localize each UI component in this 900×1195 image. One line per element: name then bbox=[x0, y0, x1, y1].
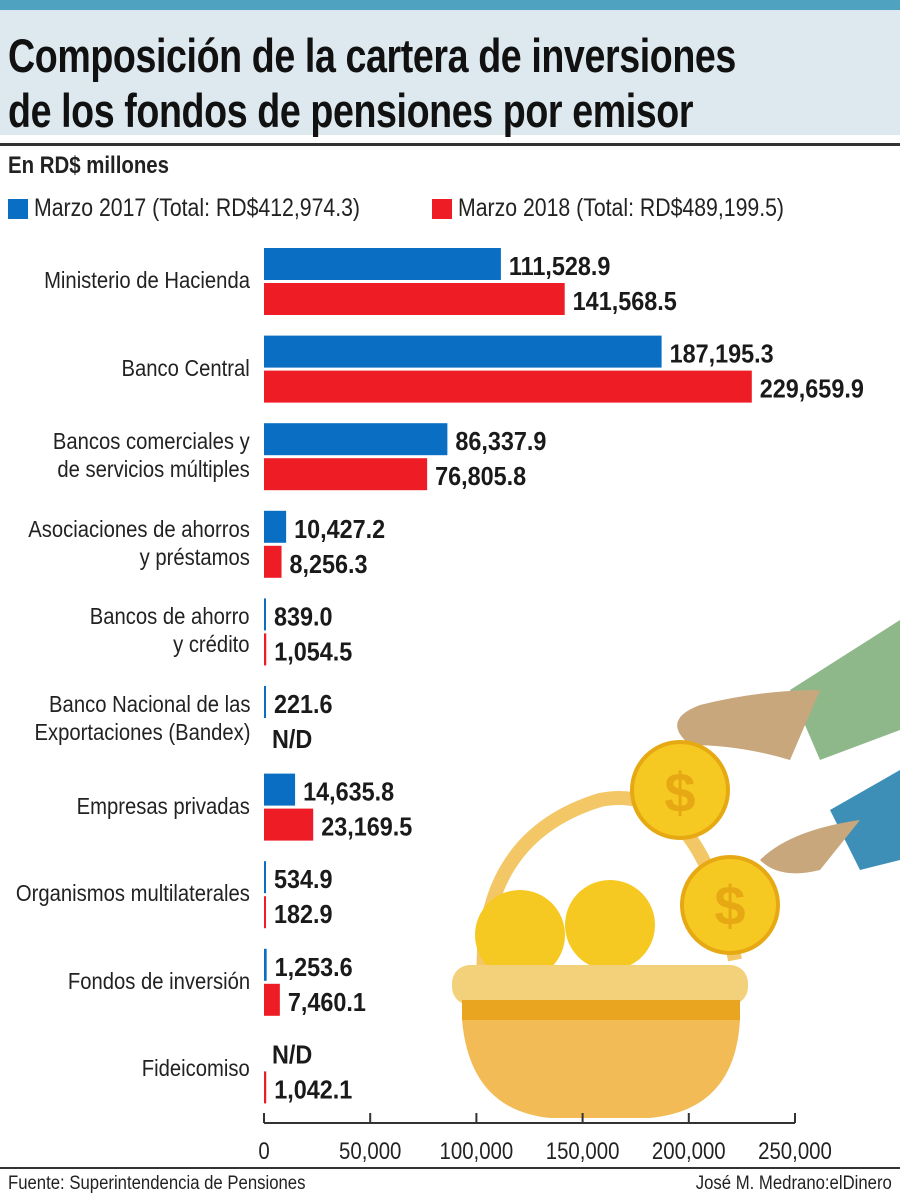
category-label: Empresas privadas bbox=[77, 792, 250, 820]
footer-rule bbox=[0, 1167, 900, 1169]
bar-2018 bbox=[264, 545, 282, 578]
category-label-line: Organismos multilaterales bbox=[16, 880, 250, 907]
bar-2017 bbox=[264, 598, 266, 631]
bar-2018 bbox=[264, 808, 314, 841]
category-label-line: Asociaciones de ahorros bbox=[28, 515, 250, 542]
data-label: N/D bbox=[272, 726, 312, 754]
category-label: Banco Central bbox=[122, 354, 250, 382]
bar-2017 bbox=[264, 686, 266, 718]
title-line-1: Composición de la cartera de inversiones bbox=[8, 29, 736, 82]
data-label: 1,253.6 bbox=[275, 954, 353, 982]
bar-2018 bbox=[264, 633, 267, 666]
legend-swatch-blue bbox=[8, 198, 28, 219]
bar-2018 bbox=[264, 458, 428, 491]
legend-item-2018: Marzo 2018 (Total: RD$489,199.5) bbox=[432, 194, 842, 223]
bar-2017 bbox=[264, 861, 266, 894]
category-label-line: Bancos comerciales y bbox=[53, 428, 250, 455]
top-strip bbox=[0, 0, 900, 10]
data-label: N/D bbox=[272, 1041, 312, 1069]
bar-2017 bbox=[264, 248, 501, 280]
bar-2018 bbox=[264, 983, 280, 1016]
svg-text:$: $ bbox=[664, 761, 695, 824]
bar-2018 bbox=[264, 896, 266, 929]
title-box: Composición de la cartera de inversiones… bbox=[0, 10, 900, 138]
category-label: Ministerio de Hacienda bbox=[44, 266, 250, 294]
bar-2017 bbox=[264, 335, 662, 368]
data-label: 7,460.1 bbox=[288, 989, 366, 1017]
bar-2018 bbox=[264, 283, 565, 315]
title-line-2: de los fondos de pensiones por emisor bbox=[8, 84, 694, 137]
x-tick-label: 250,000 bbox=[758, 1137, 832, 1164]
units-label: En RD$ millones bbox=[8, 152, 169, 179]
category-label: Banco Nacional de las Exportaciones (Band… bbox=[34, 690, 250, 746]
x-tick-label: 150,000 bbox=[546, 1137, 620, 1164]
x-tick-label: 200,000 bbox=[652, 1137, 726, 1164]
legend-label: Marzo 2018 (Total: RD$489,199.5) bbox=[458, 194, 785, 222]
category-label-line: Banco Nacional de las bbox=[48, 691, 251, 717]
data-label: 10,427.2 bbox=[294, 516, 385, 544]
category-label: Organismos multilaterales bbox=[16, 879, 250, 907]
header-rule bbox=[0, 143, 900, 146]
source-note: Fuente: Superintendencia de Pensiones bbox=[8, 1173, 306, 1194]
data-label: 839.0 bbox=[274, 603, 333, 631]
x-tick-label: 100,000 bbox=[440, 1137, 514, 1164]
bar-2017 bbox=[264, 773, 296, 806]
data-label: 182.9 bbox=[274, 901, 333, 929]
category-label-line: Banco Central bbox=[121, 354, 250, 381]
chart-title: Composición de la cartera de inversiones… bbox=[8, 28, 736, 138]
bar-2017 bbox=[264, 423, 448, 456]
svg-text:$: $ bbox=[714, 874, 745, 937]
legend-swatch-red bbox=[432, 198, 452, 219]
category-label: Bancos comerciales y de servicios múltipl… bbox=[53, 427, 250, 483]
legend-label: Marzo 2017 (Total: RD$412,974.3) bbox=[34, 194, 361, 222]
bar-2017 bbox=[264, 510, 287, 543]
category-label: Fideicomiso bbox=[142, 1054, 250, 1082]
data-label: 187,195.3 bbox=[670, 341, 774, 369]
category-label-line: Bancos de ahorro bbox=[90, 603, 250, 630]
category-label: Bancos de ahorro y crédito bbox=[90, 602, 250, 658]
category-label: Fondos de inversión bbox=[68, 967, 250, 995]
basket-illustration: $ $ bbox=[452, 620, 900, 1118]
data-label: 534.9 bbox=[274, 866, 333, 894]
category-label-line: Empresas privadas bbox=[76, 792, 250, 819]
category-label: Asociaciones de ahorros y préstamos bbox=[28, 515, 250, 571]
category-label-line: Exportaciones (Bandex) bbox=[33, 719, 250, 745]
data-label: 111,528.9 bbox=[509, 253, 610, 281]
credit: José M. Medrano:elDinero bbox=[695, 1173, 892, 1194]
data-label: 229,659.9 bbox=[760, 376, 864, 404]
data-label: 1,054.5 bbox=[274, 638, 352, 666]
x-tick-label: 0 bbox=[258, 1137, 269, 1164]
data-label: 23,169.5 bbox=[321, 814, 412, 842]
bar-2017 bbox=[264, 948, 267, 981]
bar-2018 bbox=[264, 370, 752, 403]
data-label: 14,635.8 bbox=[303, 779, 394, 807]
category-label-line: Fondos de inversión bbox=[67, 967, 250, 994]
bar-2018 bbox=[264, 1071, 267, 1104]
data-label: 86,337.9 bbox=[455, 428, 546, 456]
data-label: 1,042.1 bbox=[274, 1076, 352, 1104]
data-label: 8,256.3 bbox=[290, 551, 368, 579]
category-label-line: y crédito bbox=[173, 631, 250, 658]
category-label-line: Fideicomiso bbox=[142, 1055, 250, 1082]
legend-item-2017: Marzo 2017 (Total: RD$412,974.3) bbox=[8, 194, 418, 223]
data-label: 221.6 bbox=[274, 691, 333, 719]
category-label-line: de servicios múltiples bbox=[57, 456, 251, 483]
category-label-line: Ministerio de Hacienda bbox=[44, 267, 250, 293]
data-label: 76,805.8 bbox=[435, 463, 526, 491]
data-label: 141,568.5 bbox=[573, 288, 677, 316]
x-tick-label: 50,000 bbox=[339, 1137, 401, 1164]
category-label-line: y préstamos bbox=[139, 543, 250, 570]
